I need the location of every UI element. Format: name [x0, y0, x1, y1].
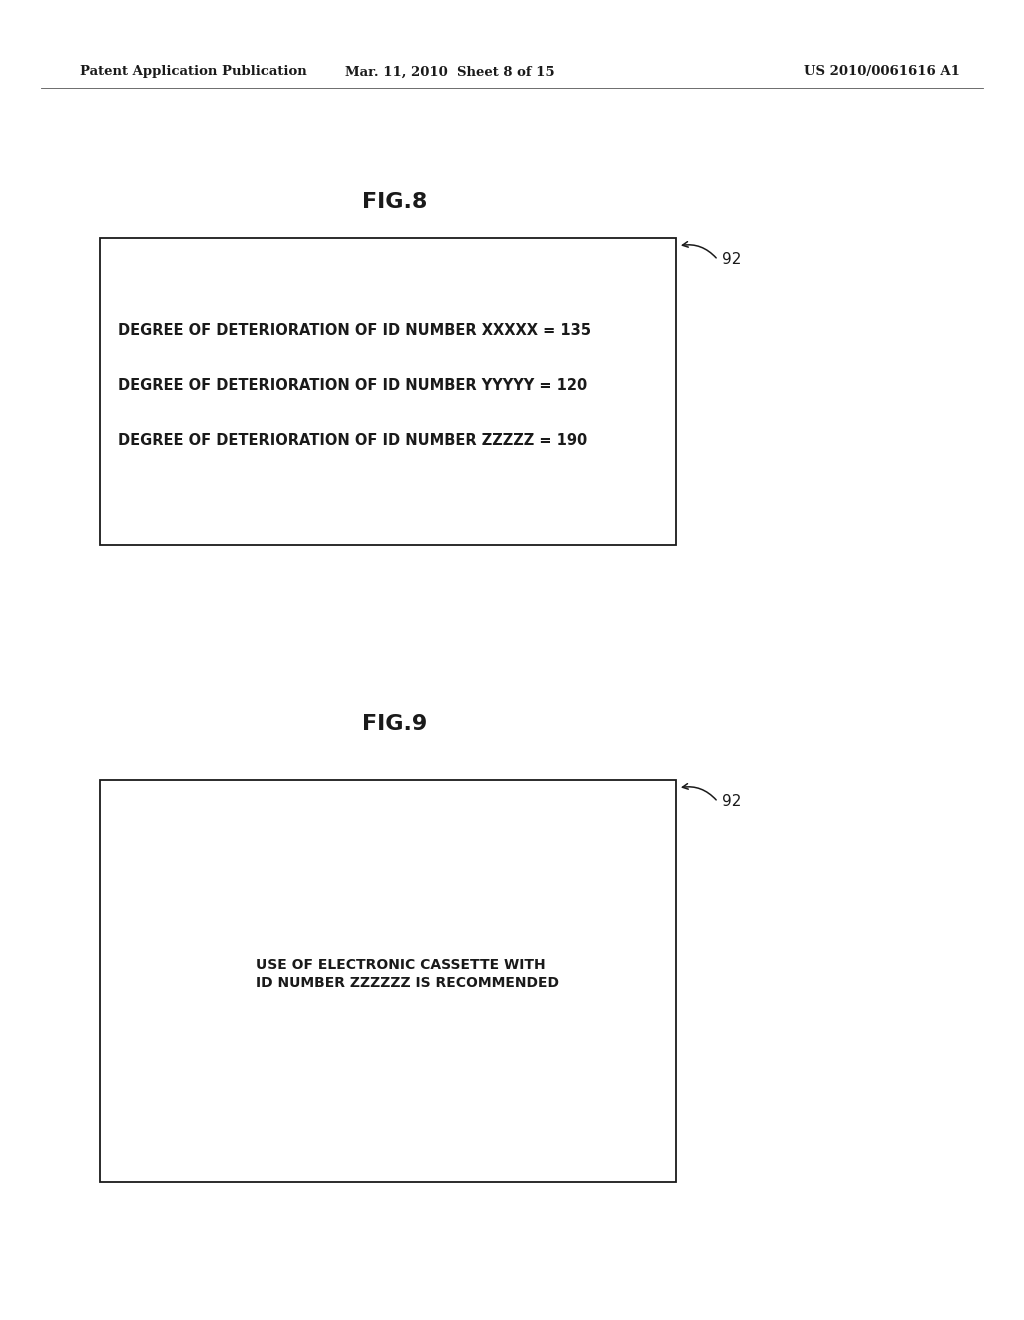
Bar [100, 780, 676, 1181]
Text: 92: 92 [722, 252, 741, 268]
Text: FIG.9: FIG.9 [361, 714, 427, 734]
Text: ID NUMBER ZZZZZZ IS RECOMMENDED: ID NUMBER ZZZZZZ IS RECOMMENDED [256, 975, 558, 990]
Bar [100, 238, 676, 545]
Text: DEGREE OF DETERIORATION OF ID NUMBER XXXXX = 135: DEGREE OF DETERIORATION OF ID NUMBER XXX… [118, 322, 591, 338]
Text: US 2010/0061616 A1: US 2010/0061616 A1 [804, 66, 961, 78]
Text: DEGREE OF DETERIORATION OF ID NUMBER ZZZZZ = 190: DEGREE OF DETERIORATION OF ID NUMBER ZZZ… [118, 433, 587, 447]
Text: USE OF ELECTRONIC CASSETTE WITH: USE OF ELECTRONIC CASSETTE WITH [256, 958, 545, 972]
Text: Mar. 11, 2010  Sheet 8 of 15: Mar. 11, 2010 Sheet 8 of 15 [345, 66, 555, 78]
Text: Patent Application Publication: Patent Application Publication [80, 66, 307, 78]
Text: DEGREE OF DETERIORATION OF ID NUMBER YYYYY = 120: DEGREE OF DETERIORATION OF ID NUMBER YYY… [118, 378, 587, 393]
Text: FIG.8: FIG.8 [361, 191, 427, 213]
Text: 92: 92 [722, 795, 741, 809]
